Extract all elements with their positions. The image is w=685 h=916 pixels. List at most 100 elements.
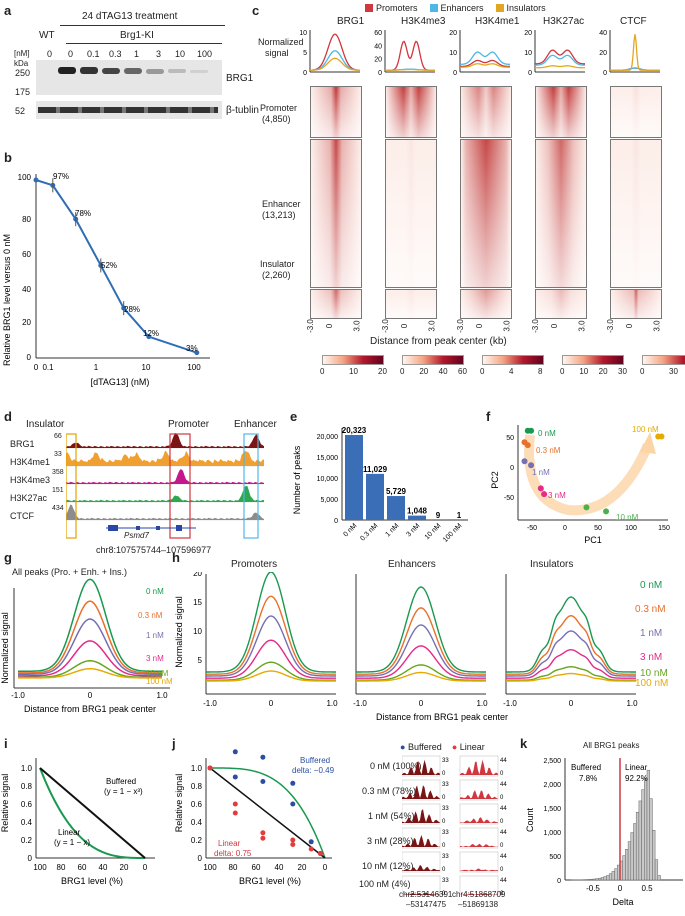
j-scale-bot-1-5: 0 (500, 891, 504, 895)
k-xlabel: Delta (612, 897, 633, 907)
legend-enhancers: Enhancers (440, 3, 484, 13)
dose-6: 10 (175, 49, 186, 59)
e-bar-2 (387, 496, 405, 520)
j-legend-linear: Linear (459, 742, 485, 752)
i-ytick-4: 0.8 (21, 782, 33, 791)
k-xtick-0: -0.5 (586, 884, 600, 893)
f-lbl-4: 10 nM (616, 513, 639, 522)
c-heatmap-4-2 (610, 289, 662, 319)
f-xtick-4: 150 (658, 525, 670, 532)
c-colorbar-tick-1-2: 40 (438, 367, 448, 376)
j-scale-top-1-1: 44 (500, 782, 507, 788)
j-track-1-1 (460, 790, 498, 799)
h-curve-1-4 (355, 664, 487, 681)
j-ytick-5: 1.0 (191, 764, 203, 773)
e-bar-0 (345, 435, 363, 520)
k-ytick-5: 2,500 (543, 758, 561, 765)
dose-1: 0 (68, 49, 74, 59)
j-track-0-3 (402, 834, 440, 847)
d-track-signal-1 (66, 450, 264, 466)
h-curve-1-1 (355, 607, 487, 675)
j-scale-bot-0-4: 0 (442, 867, 446, 873)
h-curve-1-5 (356, 671, 486, 682)
d-track-plots (66, 432, 264, 539)
b-point-6 (194, 350, 200, 356)
d-track-h3k27ac: H3K27ac (10, 493, 48, 503)
c-ylabel-1: Normalized (258, 37, 304, 47)
k-title: All BRG1 peaks (583, 741, 640, 750)
c-colorbar-2 (482, 355, 544, 365)
d-scale-h3k27ac: 151 (52, 487, 64, 494)
panel-k-chart: Count 0 500 1,000 1,500 2,000 2,500 -0.5… (525, 758, 683, 907)
k-buffered-pct: 7.8% (579, 774, 597, 783)
h-ytick-0: 5 (198, 656, 203, 665)
b-point-0 (33, 177, 39, 183)
j-xtick-1: 80 (229, 863, 238, 872)
g-lbl-5: 100 nM (146, 677, 172, 686)
c-heatmap-3-0 (535, 86, 587, 138)
d-track-signal-2 (66, 469, 264, 484)
j-xtick-2: 60 (252, 863, 261, 872)
k-ytick-1: 500 (549, 854, 561, 861)
j-track-1-5 (460, 893, 498, 895)
j-track-1-4 (460, 868, 498, 871)
d-gene-exon-1 (136, 526, 140, 530)
j-scale-top-0-5: 33 (442, 878, 449, 884)
b-ytick-0: 0 (27, 353, 32, 362)
e-ylabel: Number of peaks (292, 445, 302, 514)
c-profile-2-2 (459, 63, 511, 68)
c-profile-plots: 0 5 10 0 20 40 60 0 10 20 0 10 20 0 20 40 (300, 30, 660, 77)
h-curve-2-2 (505, 630, 637, 677)
dose-4: 1 (134, 49, 140, 59)
c-row-insulator: Insulator (260, 259, 295, 269)
d-track-signal-3 (66, 486, 264, 502)
f-point-8 (583, 504, 590, 511)
c-heatmap-4-0 (610, 86, 662, 138)
k-xtick-2: 0.5 (641, 884, 653, 893)
i-xtick-1: 80 (57, 863, 66, 872)
c-xtick-3-2: 3.0 (577, 320, 587, 332)
f-point-1 (528, 427, 535, 434)
e-ytick-2: 10,000 (317, 476, 339, 483)
j-coord-b-2: –51869138 (458, 900, 499, 909)
b-pct-0: 97% (53, 172, 69, 181)
h-ytick-1: 10 (193, 627, 202, 636)
h-xtick-0-2: 1.0 (326, 699, 338, 708)
j-linear-point-5 (290, 837, 296, 843)
k-bar-23 (633, 823, 637, 881)
dose-0: 0 (47, 49, 53, 59)
c-profile-2-0 (459, 59, 511, 68)
c-ytick-2-2: 20 (449, 30, 457, 37)
b-xtick-1: 0.1 (42, 363, 54, 372)
c-xtick-1-1: 0 (400, 323, 410, 329)
j-scale-bot-0-5: 0 (442, 891, 446, 895)
j-linear-point-7 (308, 846, 314, 852)
c-legend: Promoters Enhancers Insulators (365, 3, 546, 13)
c-profile-2-1 (459, 51, 511, 65)
e-cat-1: 0.3 nM (359, 522, 379, 542)
e-cat-2: 1 nM (384, 522, 400, 538)
c-ylabel-2: signal (265, 48, 289, 58)
j-buffered-fit (209, 767, 326, 859)
d-track-signal-4 (66, 504, 264, 520)
c-heatmap-1-1 (385, 139, 437, 288)
c-colorbar-tick-1-0: 0 (400, 367, 405, 376)
h-curve-2-3 (505, 648, 637, 679)
c-heatmap-2-1 (460, 139, 512, 288)
k-bar-8 (592, 878, 596, 881)
k-bar-19 (622, 855, 626, 881)
b-pct-5: 3% (186, 344, 198, 353)
j-buffered-point-7 (308, 839, 314, 845)
j-xtick-0: 100 (203, 863, 217, 872)
k-bar-30 (652, 830, 656, 881)
j-buffered-1: Buffered (300, 756, 330, 765)
panel-letter-g: g (4, 550, 12, 565)
kda-unit: kDa (14, 59, 29, 68)
j-cond-5: 100 nM (4%) (359, 879, 411, 889)
k-ytick-4: 2,000 (543, 782, 561, 789)
d-track-h3k4me1: H3K4me1 (10, 457, 51, 467)
f-ytick-2: -50 (504, 495, 514, 502)
j-linear-point-3 (260, 830, 266, 836)
c-xtick-2-2: 3.0 (502, 320, 512, 332)
j-scale-bot-1-3: 0 (500, 843, 504, 849)
